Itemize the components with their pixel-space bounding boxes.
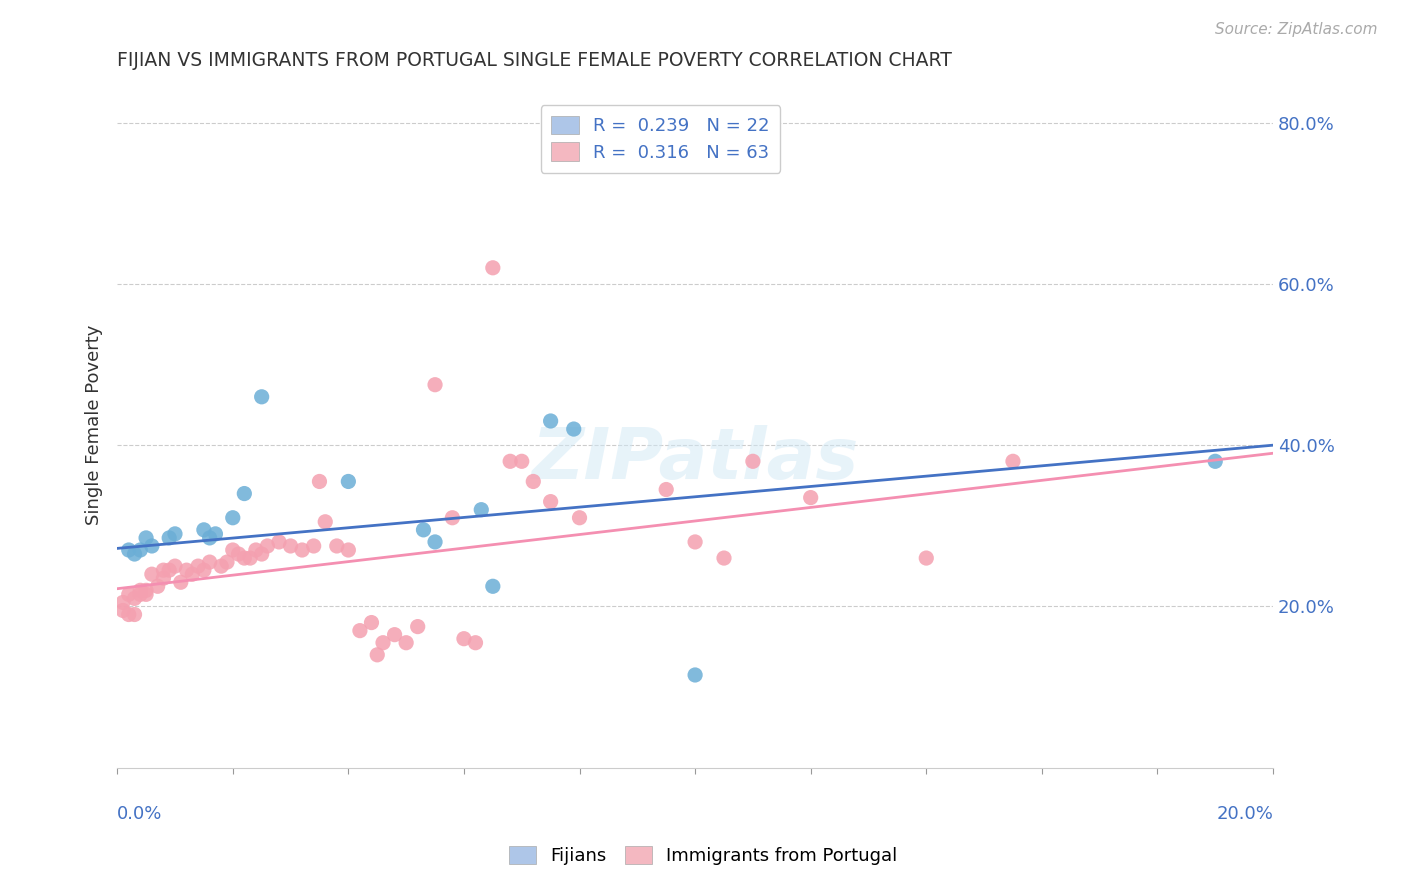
Text: FIJIAN VS IMMIGRANTS FROM PORTUGAL SINGLE FEMALE POVERTY CORRELATION CHART: FIJIAN VS IMMIGRANTS FROM PORTUGAL SINGL… <box>117 51 952 70</box>
Text: Source: ZipAtlas.com: Source: ZipAtlas.com <box>1215 22 1378 37</box>
Point <box>568 510 591 524</box>
Point <box>193 563 215 577</box>
Point <box>337 475 360 489</box>
Point <box>540 414 562 428</box>
Point <box>141 539 163 553</box>
Point <box>540 494 562 508</box>
Point <box>111 603 134 617</box>
Point <box>453 632 475 646</box>
Text: 0.0%: 0.0% <box>117 805 163 823</box>
Point <box>245 543 267 558</box>
Point <box>371 636 394 650</box>
Point <box>406 619 429 633</box>
Point <box>141 567 163 582</box>
Point <box>129 583 152 598</box>
Point <box>510 454 533 468</box>
Point <box>129 587 152 601</box>
Point <box>1204 454 1226 468</box>
Point <box>111 595 134 609</box>
Point <box>157 563 180 577</box>
Point <box>464 636 486 650</box>
Point <box>441 510 464 524</box>
Point <box>152 563 174 577</box>
Point <box>655 483 678 497</box>
Point <box>198 531 221 545</box>
Point <box>349 624 371 638</box>
Point <box>233 486 256 500</box>
Point <box>360 615 382 630</box>
Point <box>250 547 273 561</box>
Point <box>135 531 157 545</box>
Point <box>384 628 406 642</box>
Point <box>181 567 204 582</box>
Point <box>337 543 360 558</box>
Point <box>522 475 544 489</box>
Point <box>163 559 186 574</box>
Legend: R =  0.239   N = 22, R =  0.316   N = 63: R = 0.239 N = 22, R = 0.316 N = 63 <box>540 105 780 173</box>
Point <box>135 587 157 601</box>
Point <box>124 607 146 622</box>
Point <box>250 390 273 404</box>
Point <box>423 535 446 549</box>
Point <box>135 583 157 598</box>
Point <box>741 454 763 468</box>
Point <box>308 475 330 489</box>
Point <box>222 543 245 558</box>
Point <box>215 555 238 569</box>
Point <box>326 539 349 553</box>
Point <box>302 539 325 553</box>
Point <box>193 523 215 537</box>
Point <box>118 543 141 558</box>
Point <box>239 551 262 566</box>
Point <box>129 543 152 558</box>
Point <box>118 587 141 601</box>
Point <box>152 571 174 585</box>
Point <box>209 559 232 574</box>
Point <box>163 527 186 541</box>
Point <box>800 491 823 505</box>
Point <box>499 454 522 468</box>
Point <box>124 591 146 606</box>
Point <box>423 377 446 392</box>
Point <box>683 668 706 682</box>
Point <box>280 539 302 553</box>
Point <box>713 551 735 566</box>
Text: 20.0%: 20.0% <box>1216 805 1272 823</box>
Point <box>267 535 290 549</box>
Point <box>204 527 226 541</box>
Point <box>1001 454 1024 468</box>
Point <box>482 579 505 593</box>
Point <box>198 555 221 569</box>
Point <box>187 559 209 574</box>
Point <box>395 636 418 650</box>
Point <box>157 531 180 545</box>
Legend: Fijians, Immigrants from Portugal: Fijians, Immigrants from Portugal <box>499 837 907 874</box>
Point <box>366 648 388 662</box>
Text: ZIPatlas: ZIPatlas <box>531 425 859 494</box>
Point <box>683 535 706 549</box>
Y-axis label: Single Female Poverty: Single Female Poverty <box>86 325 103 525</box>
Point <box>176 563 198 577</box>
Point <box>146 579 169 593</box>
Point <box>124 547 146 561</box>
Point <box>470 502 492 516</box>
Point <box>228 547 250 561</box>
Point <box>222 510 245 524</box>
Point <box>915 551 938 566</box>
Point <box>291 543 314 558</box>
Point <box>233 551 256 566</box>
Point <box>256 539 278 553</box>
Point <box>562 422 585 436</box>
Point <box>118 607 141 622</box>
Point <box>412 523 434 537</box>
Point <box>314 515 336 529</box>
Point <box>482 260 505 275</box>
Point <box>170 575 193 590</box>
